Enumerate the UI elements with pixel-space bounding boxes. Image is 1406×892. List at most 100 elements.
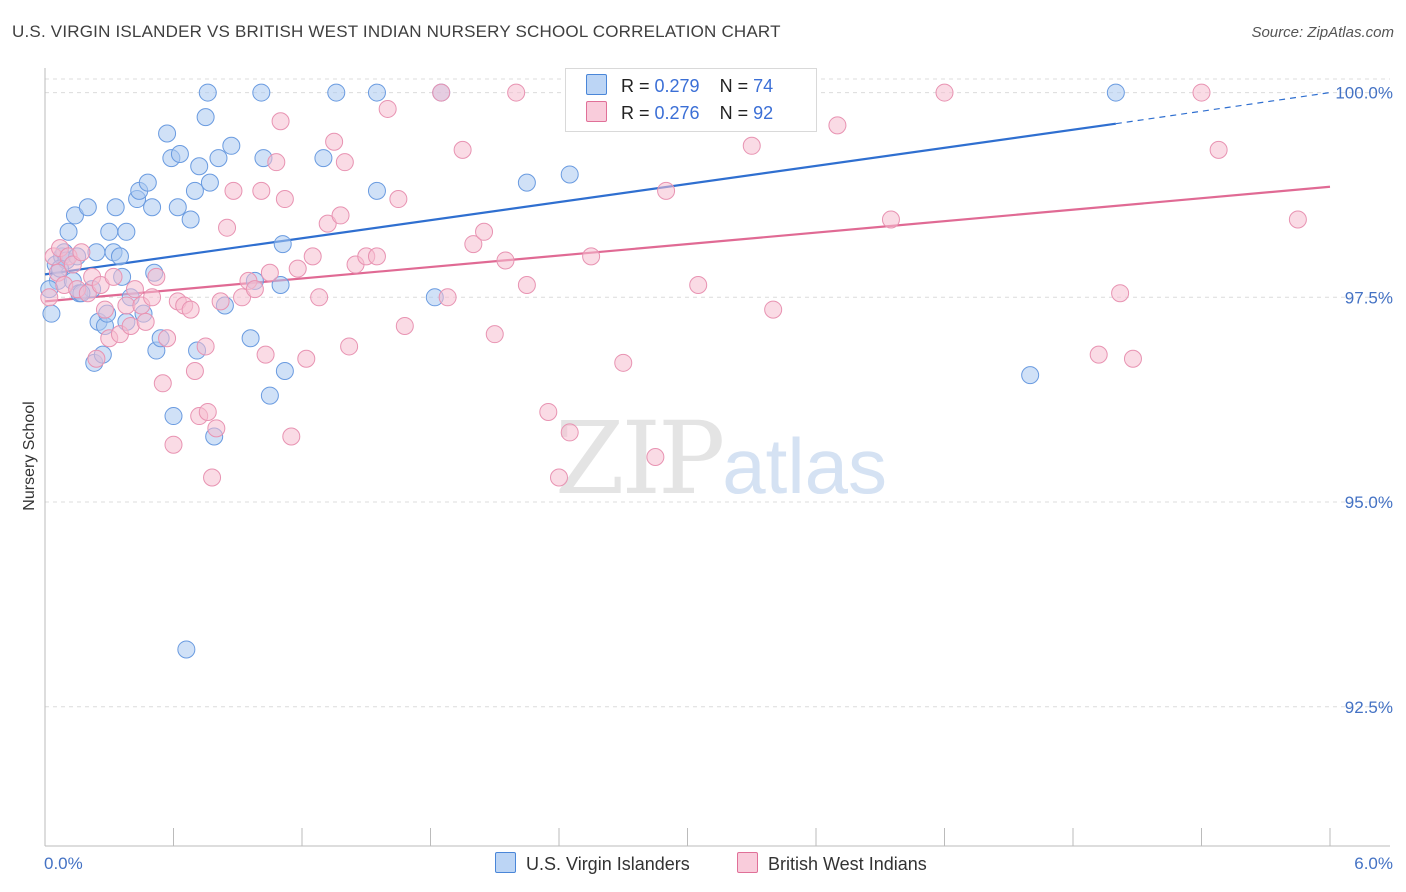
data-point-british-west-indians (935, 83, 954, 102)
data-point-british-west-indians (121, 316, 140, 335)
data-point-virgin-islanders (117, 222, 136, 241)
data-point-virgin-islanders (241, 329, 260, 348)
data-point-virgin-islanders (275, 362, 294, 381)
data-point-british-west-indians (282, 427, 301, 446)
data-point-british-west-indians (125, 280, 144, 299)
data-point-british-west-indians (828, 116, 847, 135)
y-tick-label: 95.0% (1345, 493, 1393, 512)
data-point-british-west-indians (378, 99, 397, 118)
data-point-british-west-indians (1089, 345, 1108, 364)
bottom-legend-label: British West Indians (768, 854, 927, 874)
data-point-virgin-islanders (260, 386, 279, 405)
data-point-virgin-islanders (100, 222, 119, 241)
data-point-virgin-islanders (1106, 83, 1125, 102)
data-point-british-west-indians (40, 288, 59, 307)
data-point-british-west-indians (1111, 284, 1130, 303)
data-point-british-west-indians (331, 206, 350, 225)
chart-title: U.S. VIRGIN ISLANDER VS BRITISH WEST IND… (12, 22, 781, 41)
watermark: ZIPatlas (555, 400, 887, 517)
legend-n-value: 92 (753, 103, 774, 123)
blue-swatch (586, 74, 607, 95)
data-point-british-west-indians (1209, 140, 1228, 159)
x-tick-label: 6.0% (1354, 854, 1393, 873)
data-point-british-west-indians (207, 419, 226, 438)
legend-n-label: N = (719, 76, 754, 96)
data-point-virgin-islanders (110, 247, 129, 266)
data-point-british-west-indians (689, 276, 708, 295)
data-point-virgin-islanders (78, 198, 97, 217)
data-point-british-west-indians (318, 214, 337, 233)
data-point-british-west-indians (1288, 210, 1307, 229)
legend-row-british-west-indians: R = 0.276 N = 92 (586, 101, 773, 127)
bottom-legend-british-west-indians[interactable]: British West Indians (737, 852, 927, 875)
data-point-british-west-indians (218, 218, 237, 237)
watermark-atlas: atlas (722, 422, 888, 510)
data-point-virgin-islanders (327, 83, 346, 102)
data-point-british-west-indians (185, 362, 204, 381)
y-tick-label: 92.5% (1345, 698, 1393, 717)
data-point-british-west-indians (881, 210, 900, 229)
data-point-british-west-indians (252, 181, 271, 200)
data-point-british-west-indians (340, 337, 359, 356)
series-british-west-indians (40, 83, 1307, 487)
data-point-british-west-indians (560, 423, 579, 442)
axes (44, 68, 1390, 847)
data-point-british-west-indians (395, 316, 414, 335)
legend-r-label: R = (621, 103, 655, 123)
data-point-virgin-islanders (209, 149, 228, 168)
pink-swatch (586, 101, 607, 122)
data-point-british-west-indians (367, 247, 386, 266)
data-point-british-west-indians (325, 132, 344, 151)
bottom-legend-virgin-islanders[interactable]: U.S. Virgin Islanders (495, 852, 690, 875)
data-point-virgin-islanders (106, 198, 125, 217)
data-point-british-west-indians (164, 435, 183, 454)
data-point-british-west-indians (335, 153, 354, 172)
data-point-virgin-islanders (177, 640, 196, 659)
data-point-british-west-indians (288, 259, 307, 278)
data-point-british-west-indians (196, 337, 215, 356)
data-point-british-west-indians (104, 267, 123, 286)
data-point-virgin-islanders (190, 157, 209, 176)
data-point-virgin-islanders (181, 210, 200, 229)
data-point-british-west-indians (63, 255, 82, 274)
trendline-virgin-islanders (44, 122, 1116, 276)
data-point-british-west-indians (475, 222, 494, 241)
data-point-british-west-indians (158, 329, 177, 348)
data-point-virgin-islanders (314, 149, 333, 168)
data-point-british-west-indians (256, 345, 275, 364)
data-point-virgin-islanders (168, 198, 187, 217)
data-point-british-west-indians (485, 325, 504, 344)
data-point-virgin-islanders (196, 108, 215, 127)
data-point-virgin-islanders (517, 173, 536, 192)
data-point-virgin-islanders (87, 243, 106, 262)
axis-labels: 92.5% 95.0% 97.5% 100.0% 0.0% 6.0% Nursery Sch… (21, 84, 1393, 873)
data-point-british-west-indians (198, 402, 217, 421)
data-point-british-west-indians (203, 468, 222, 487)
legend-r-value: 0.276 (654, 103, 700, 123)
data-point-british-west-indians (91, 276, 110, 295)
data-point-british-west-indians (646, 448, 665, 466)
data-point-british-west-indians (271, 112, 290, 131)
data-point-virgin-islanders (222, 136, 241, 155)
blue-swatch (495, 852, 516, 873)
bottom-legend-label: U.S. Virgin Islanders (526, 854, 690, 874)
data-point-virgin-islanders (367, 83, 386, 102)
source-label: Source: ZipAtlas.com (1251, 24, 1394, 41)
y-axis-title: Nursery School (21, 401, 38, 510)
data-point-virgin-islanders (273, 235, 292, 254)
data-point-british-west-indians (143, 288, 162, 307)
data-point-virgin-islanders (170, 144, 189, 163)
data-point-british-west-indians (1123, 349, 1142, 368)
data-point-british-west-indians (117, 296, 136, 315)
data-point-virgin-islanders (200, 173, 219, 192)
data-point-virgin-islanders (143, 198, 162, 217)
trendline-british-west-indians (44, 185, 1331, 303)
data-point-british-west-indians (303, 247, 322, 266)
data-point-british-west-indians (764, 300, 783, 319)
data-point-virgin-islanders (367, 181, 386, 200)
data-point-british-west-indians (1192, 83, 1211, 102)
pink-swatch (737, 852, 758, 873)
data-point-virgin-islanders (185, 181, 204, 200)
data-point-british-west-indians (260, 263, 279, 282)
